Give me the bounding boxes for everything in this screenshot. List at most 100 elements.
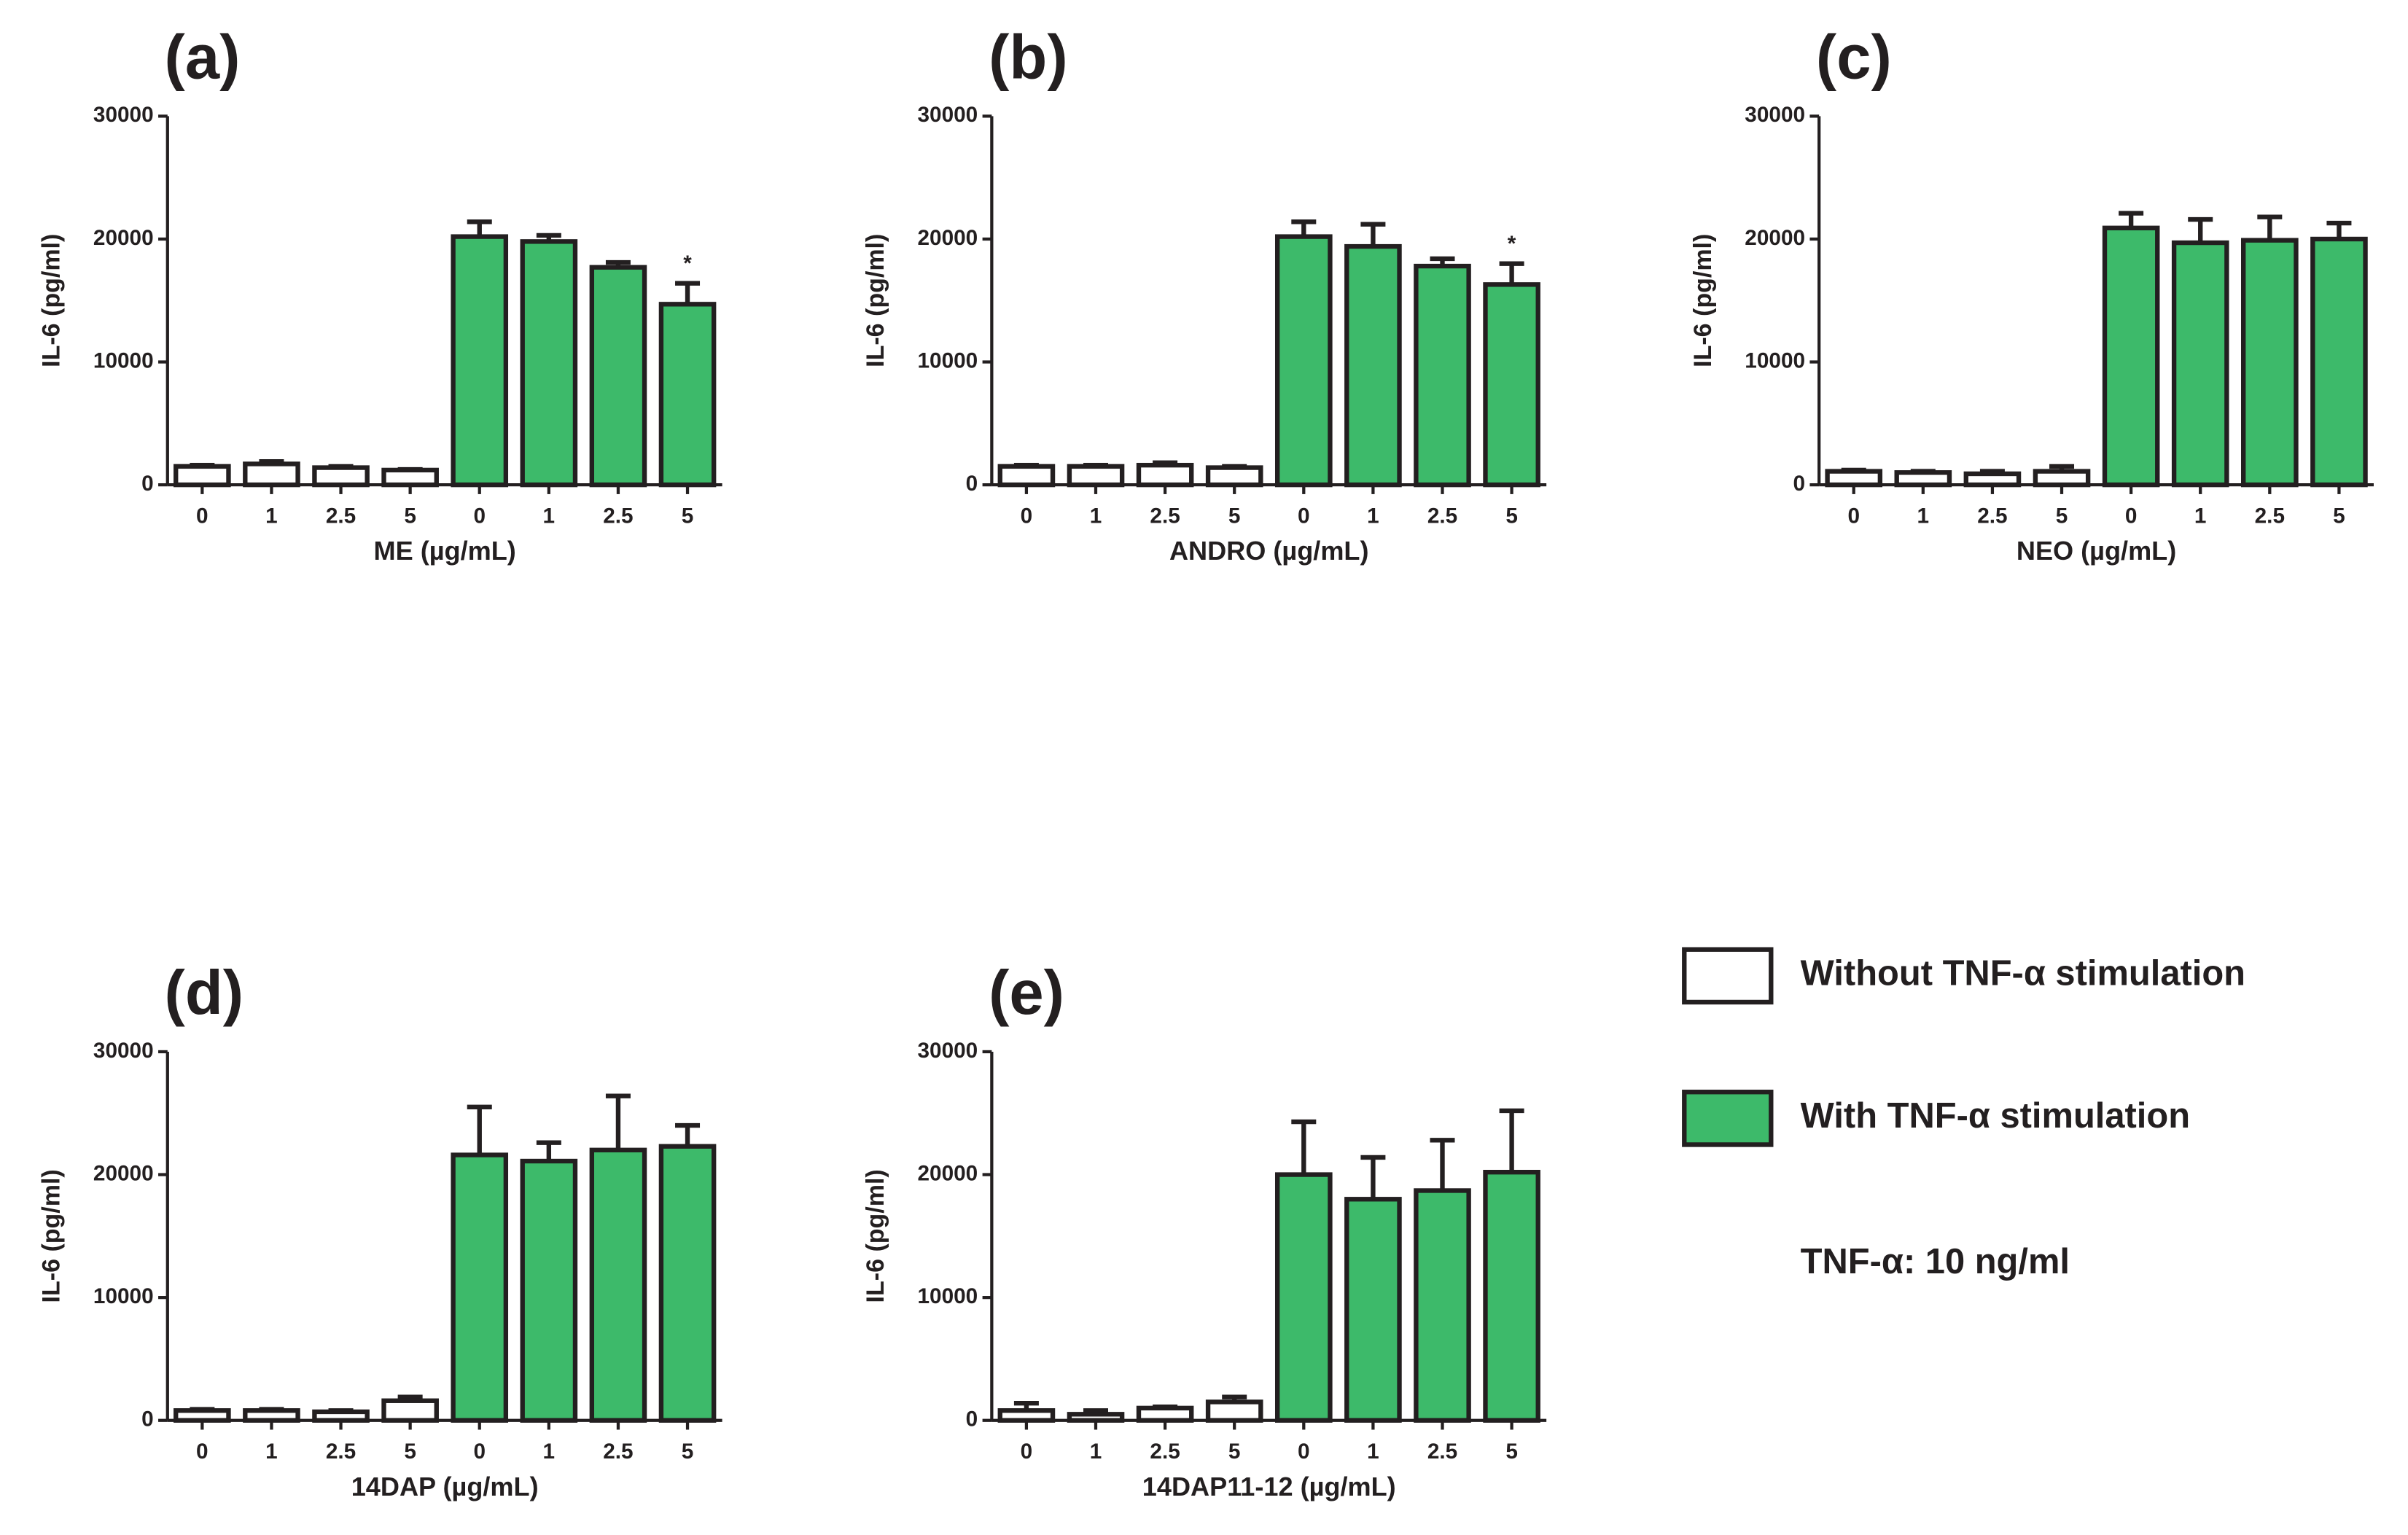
- bar: [589, 265, 647, 488]
- y-tick-label: 10000: [917, 348, 978, 372]
- bar: [1136, 1405, 1194, 1423]
- x-axis-label: ANDRO (µg/mL): [1169, 536, 1369, 566]
- y-tick-label: 20000: [93, 1161, 154, 1185]
- bar: [658, 302, 717, 488]
- x-tick-label: 1: [1090, 1440, 1102, 1464]
- x-tick-label: 2.5: [603, 504, 633, 528]
- x-axis-label: ME (µg/mL): [374, 536, 516, 566]
- x-axis-label: 14DAP (µg/mL): [351, 1472, 539, 1501]
- significance-mark: *: [1508, 232, 1516, 256]
- x-tick-label: 5: [1228, 1440, 1241, 1464]
- bar: [1136, 463, 1194, 488]
- x-tick-label: 2.5: [1150, 1440, 1180, 1464]
- x-tick-label: 1: [543, 1440, 556, 1464]
- x-tick-label: 5: [404, 504, 416, 528]
- y-tick-label: 0: [966, 472, 978, 496]
- x-tick-label: 2.5: [1977, 504, 2007, 528]
- x-tick-label: 0: [473, 1440, 486, 1464]
- y-tick-label: 20000: [917, 226, 978, 250]
- x-axis-label: NEO (µg/mL): [2017, 536, 2176, 566]
- panel-label: (c): [1816, 23, 1892, 92]
- y-tick-label: 30000: [93, 1039, 154, 1063]
- x-tick-label: 5: [1505, 1440, 1518, 1464]
- y-tick-label: 20000: [917, 1161, 978, 1185]
- bar: [174, 464, 231, 488]
- x-tick-label: 0: [1021, 504, 1033, 528]
- y-tick-label: 10000: [917, 1284, 978, 1308]
- y-tick-label: 20000: [93, 226, 154, 250]
- y-axis-label: IL-6 (pg/ml): [38, 234, 66, 367]
- bar: [520, 239, 578, 488]
- bar: [1205, 1399, 1263, 1423]
- y-axis-label: IL-6 (pg/ml): [862, 1169, 889, 1302]
- x-tick-label: 5: [2333, 504, 2345, 528]
- x-tick-label: 0: [1298, 504, 1310, 528]
- y-tick-label: 0: [1793, 472, 1806, 496]
- bar: [589, 1147, 647, 1423]
- x-tick-label: 5: [682, 1440, 694, 1464]
- legend-swatch: [1682, 1090, 1774, 1147]
- bar: [1483, 1169, 1540, 1423]
- x-tick-label: 2.5: [326, 504, 356, 528]
- x-tick-label: 5: [682, 504, 694, 528]
- bar: [1414, 1188, 1471, 1423]
- bar: [1483, 282, 1540, 488]
- bar: [658, 1144, 717, 1423]
- x-tick-label: 1: [1367, 1440, 1379, 1464]
- x-tick-label: 0: [473, 504, 486, 528]
- x-tick-label: 1: [1090, 504, 1102, 528]
- bar: [520, 1158, 578, 1423]
- legend-note: TNF-α: 10 ng/ml: [1801, 1242, 2070, 1281]
- bar: [2102, 225, 2160, 488]
- y-axis-label: IL-6 (pg/ml): [862, 234, 889, 367]
- x-tick-label: 1: [265, 1440, 278, 1464]
- x-tick-label: 2.5: [1427, 504, 1457, 528]
- bar: [1205, 465, 1263, 488]
- y-axis-label: IL-6 (pg/ml): [1689, 234, 1717, 367]
- bar: [243, 461, 300, 488]
- x-tick-label: 0: [1298, 1440, 1310, 1464]
- x-tick-label: 0: [196, 504, 209, 528]
- bar: [381, 467, 439, 488]
- x-tick-label: 0: [1847, 504, 1860, 528]
- x-tick-label: 1: [543, 504, 556, 528]
- x-tick-label: 2.5: [1150, 504, 1180, 528]
- bar: [451, 234, 509, 488]
- x-tick-label: 1: [1917, 504, 1930, 528]
- bar: [2171, 240, 2229, 488]
- y-tick-label: 0: [141, 472, 154, 496]
- panel-label: (b): [989, 23, 1068, 92]
- y-tick-label: 10000: [1745, 348, 1805, 372]
- panel-label: (e): [989, 958, 1064, 1028]
- y-axis-label: IL-6 (pg/ml): [38, 1169, 66, 1302]
- bar: [1344, 243, 1402, 488]
- x-tick-label: 5: [1505, 504, 1518, 528]
- x-tick-label: 1: [1367, 504, 1379, 528]
- x-axis-label: 14DAP11-12 (µg/mL): [1142, 1472, 1396, 1501]
- x-tick-label: 0: [1021, 1440, 1033, 1464]
- bar: [1963, 471, 2022, 488]
- x-tick-label: 2.5: [326, 1440, 356, 1464]
- x-tick-label: 2.5: [2255, 504, 2285, 528]
- x-tick-label: 2.5: [1427, 1440, 1457, 1464]
- bar: [2033, 469, 2091, 488]
- y-tick-label: 30000: [917, 103, 978, 127]
- x-tick-label: 0: [196, 1440, 209, 1464]
- x-tick-label: 1: [265, 504, 278, 528]
- x-tick-label: 1: [2194, 504, 2207, 528]
- legend-swatch: [1682, 947, 1774, 1005]
- bar: [2241, 238, 2299, 488]
- y-tick-label: 10000: [93, 348, 154, 372]
- y-tick-label: 10000: [93, 1284, 154, 1308]
- x-tick-label: 2.5: [603, 1440, 633, 1464]
- y-tick-label: 30000: [917, 1039, 978, 1063]
- x-tick-label: 5: [404, 1440, 416, 1464]
- bar: [1825, 469, 1883, 488]
- bar: [1067, 464, 1125, 488]
- bar: [2310, 236, 2368, 488]
- legend-label: Without TNF-α stimulation: [1801, 954, 2245, 993]
- panel-label: (a): [165, 23, 241, 92]
- bar: [997, 464, 1056, 488]
- bar: [312, 465, 370, 488]
